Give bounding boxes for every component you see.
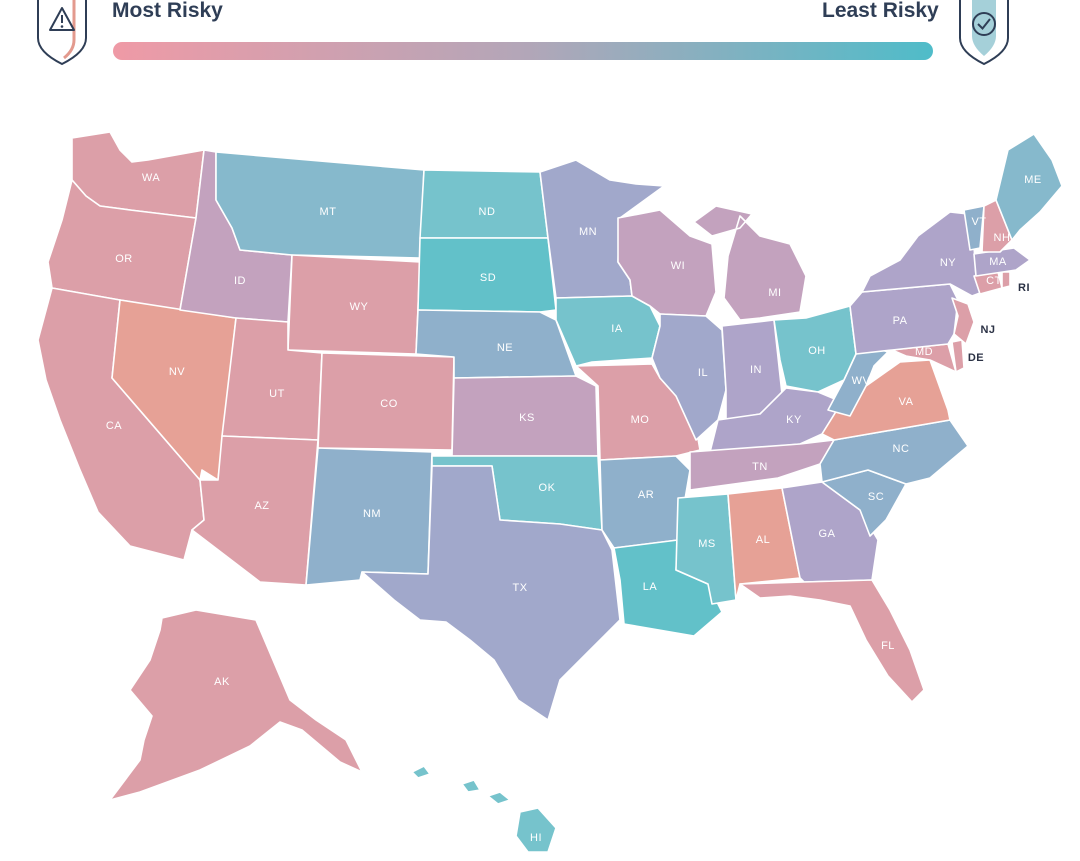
state-pa-label: PA [893, 315, 908, 327]
state-ne-label: NE [497, 342, 513, 354]
state-or-label: OR [115, 253, 133, 265]
state-va-label: VA [899, 396, 914, 408]
state-ky-label: KY [786, 414, 802, 426]
check-shield-icon [959, 0, 1009, 66]
state-hi-shape [411, 765, 557, 853]
state-nj-shape [951, 297, 975, 345]
state-nj-label: NJ [980, 324, 995, 336]
state-il-label: IL [698, 367, 708, 379]
state-hi-label: HI [530, 832, 542, 844]
state-ct-label: CT [986, 275, 1002, 287]
state-tx-label: TX [512, 582, 527, 594]
state-vt-label: VT [971, 216, 986, 228]
state-me-shape [995, 133, 1063, 241]
state-ks-shape [451, 375, 599, 457]
state-ut-label: UT [269, 388, 285, 400]
state-ny-label: NY [940, 257, 956, 269]
state-me-label: ME [1024, 174, 1042, 186]
state-in-label: IN [750, 364, 762, 376]
state-nc-label: NC [893, 443, 910, 455]
state-ma-label: MA [989, 256, 1007, 268]
state-nh-label: NH [994, 232, 1011, 244]
state-nv-label: NV [169, 366, 185, 378]
state-mi-shape [693, 205, 807, 321]
warning-shield-icon [37, 0, 87, 66]
state-mn-label: MN [579, 226, 597, 238]
state-ri-shape [1001, 271, 1011, 289]
state-ms-label: MS [698, 538, 716, 550]
state-sd-label: SD [480, 272, 496, 284]
state-mt-label: MT [320, 206, 337, 218]
state-wy-label: WY [350, 301, 369, 313]
state-mo-label: MO [631, 414, 650, 426]
state-wi-label: WI [671, 260, 685, 272]
state-de-label: DE [968, 352, 984, 364]
state-ar-label: AR [638, 489, 654, 501]
state-ga-label: GA [819, 528, 836, 540]
state-ia-shape [555, 295, 661, 367]
legend-most-risky-label: Most Risky [112, 0, 223, 22]
state-wv-label: WV [852, 375, 871, 387]
state-id-label: ID [234, 275, 246, 287]
state-de-shape [951, 339, 965, 373]
state-ri-label: RI [1018, 282, 1030, 294]
state-az-label: AZ [254, 500, 269, 512]
state-tn-label: TN [752, 461, 768, 473]
state-ia-label: IA [611, 323, 623, 335]
state-sd-shape [417, 237, 557, 313]
state-al-shape [727, 487, 801, 601]
state-ma-shape [973, 247, 1031, 277]
state-co-label: CO [380, 398, 398, 410]
state-oh-label: OH [808, 345, 826, 357]
state-fl-label: FL [881, 640, 895, 652]
state-fl-shape [739, 579, 925, 703]
state-vt-shape [963, 205, 985, 251]
state-al-label: AL [756, 534, 770, 546]
state-tx-shape [361, 465, 621, 721]
legend-least-risky-label: Least Risky [822, 0, 939, 22]
state-nm-label: NM [363, 508, 381, 520]
state-ak-shape [109, 609, 363, 801]
state-ks-label: KS [519, 412, 535, 424]
state-nh-shape [981, 199, 1013, 253]
state-ok-label: OK [539, 482, 556, 494]
state-nd-shape [419, 169, 549, 239]
state-il-shape [651, 313, 727, 441]
state-ak-label: AK [214, 676, 230, 688]
legend-gradient-bar [113, 42, 933, 60]
state-la-label: LA [643, 581, 658, 593]
state-ca-label: CA [106, 420, 122, 432]
state-mi-label: MI [768, 287, 781, 299]
state-md-label: MD [915, 346, 933, 358]
state-wa-label: WA [142, 172, 160, 184]
state-nd-label: ND [479, 206, 496, 218]
state-sc-label: SC [868, 491, 884, 503]
